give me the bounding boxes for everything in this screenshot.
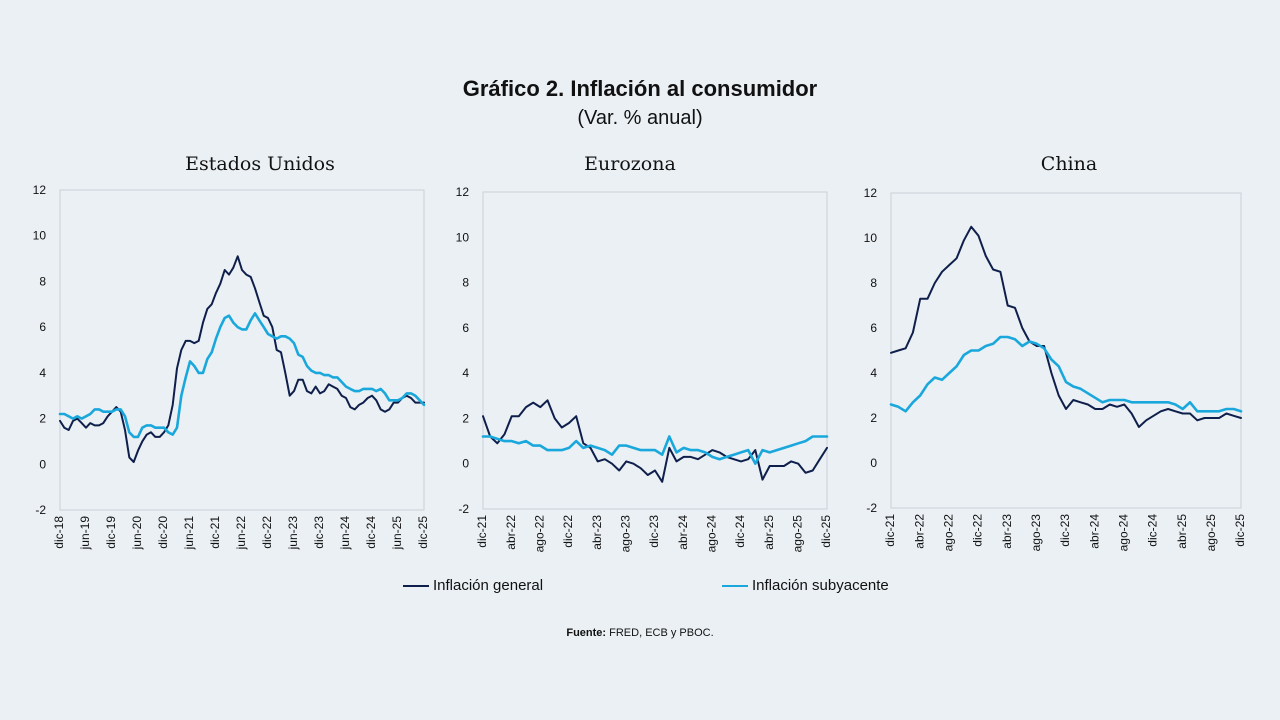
x-tick-label: dic-24 — [1146, 514, 1160, 547]
panel-title-eurozona: Eurozona — [584, 153, 676, 175]
y-tick-label: 8 — [870, 276, 877, 290]
series-line-general-china — [890, 225, 1242, 428]
y-tick-label: 0 — [39, 457, 46, 471]
y-tick-label: 6 — [870, 321, 877, 335]
x-tick-label: abr-23 — [1000, 514, 1014, 549]
panel-title-estados-unidos: Estados Unidos — [185, 153, 335, 175]
y-tick-label: -2 — [35, 503, 46, 517]
chart-title: Gráfico 2. Inflación al consumidor — [462, 76, 818, 101]
x-tick-label: ago-23 — [1029, 514, 1043, 552]
y-tick-label: -2 — [866, 501, 877, 515]
x-tick-label: jun-21 — [182, 516, 196, 551]
legend-label-core: Inflación subyacente — [752, 577, 889, 594]
x-tick-label: jun-19 — [78, 516, 92, 551]
x-tick-label: abr-24 — [676, 515, 690, 550]
x-tick-label: abr-22 — [504, 515, 518, 550]
y-tick-label: 4 — [870, 366, 877, 380]
x-tick-label: dic-25 — [1233, 514, 1247, 547]
plot-area-eurozona — [482, 191, 828, 510]
x-tick-label: jun-24 — [338, 516, 352, 551]
series-line-core-china — [889, 335, 1243, 413]
y-tick-label: 10 — [456, 230, 470, 244]
y-tick-label: 12 — [456, 185, 470, 199]
y-tick-label: 10 — [33, 229, 47, 243]
y-tick-label: 6 — [39, 320, 46, 334]
x-tick-label: abr-25 — [1175, 514, 1189, 549]
legend-swatch-core — [722, 584, 748, 587]
series-line-core-eurozona — [481, 435, 829, 466]
plot-area-china — [890, 192, 1242, 509]
legend-item-core: Inflación subyacente — [722, 577, 889, 594]
x-tick-label: dic-24 — [733, 515, 747, 548]
chart-subtitle: (Var. % anual) — [577, 107, 703, 129]
y-tick-label: 10 — [864, 231, 878, 245]
y-tick-label: 0 — [870, 456, 877, 470]
x-tick-label: ago-25 — [791, 515, 805, 553]
series-line-general-eurozona — [482, 399, 828, 483]
series-line-core-estados-unidos — [58, 312, 426, 439]
x-tick-label: dic-23 — [1058, 514, 1072, 547]
y-tick-label: 2 — [39, 412, 46, 426]
source-note: Fuente: FRED, ECB y PBOC. — [0, 627, 1280, 639]
y-tick-label: 2 — [462, 411, 469, 425]
x-tick-label: dic-23 — [312, 516, 326, 549]
x-tick-label: dic-25 — [416, 516, 430, 549]
y-tick-label: 12 — [864, 186, 878, 200]
x-tick-label: ago-25 — [1204, 514, 1218, 552]
x-tick-label: ago-24 — [705, 515, 719, 553]
x-tick-label: dic-21 — [475, 515, 489, 548]
y-tick-label: 4 — [39, 366, 46, 380]
x-tick-label: jun-20 — [130, 516, 144, 551]
x-tick-label: jun-23 — [286, 516, 300, 551]
plot-area-estados-unidos — [59, 189, 425, 511]
y-tick-label: 8 — [39, 274, 46, 288]
x-tick-label: abr-25 — [762, 515, 776, 550]
x-tick-label: ago-23 — [619, 515, 633, 553]
x-tick-label: dic-23 — [647, 515, 661, 548]
source-label: Fuente: — [566, 627, 607, 639]
x-tick-label: abr-22 — [912, 514, 926, 549]
legend: Inflación general Inflación subyacente — [0, 577, 1280, 599]
x-tick-label: jun-22 — [234, 516, 248, 551]
x-tick-label: dic-21 — [208, 516, 222, 549]
source-text: FRED, ECB y PBOC. — [606, 627, 714, 639]
x-tick-label: abr-23 — [590, 515, 604, 550]
x-tick-label: dic-20 — [156, 516, 170, 549]
y-tick-label: 12 — [33, 183, 47, 197]
y-tick-label: 6 — [462, 321, 469, 335]
x-tick-label: dic-22 — [561, 515, 575, 548]
x-tick-label: dic-22 — [260, 516, 274, 549]
y-tick-label: 2 — [870, 411, 877, 425]
legend-item-general: Inflación general — [403, 577, 543, 594]
y-tick-label: 8 — [462, 276, 469, 290]
legend-label-general: Inflación general — [433, 577, 544, 594]
y-tick-label: 4 — [462, 366, 469, 380]
y-tick-label: -2 — [458, 502, 469, 516]
y-tick-label: 0 — [462, 457, 469, 471]
x-tick-label: dic-18 — [52, 516, 66, 549]
x-tick-label: ago-22 — [533, 515, 547, 553]
x-tick-label: ago-22 — [942, 514, 956, 552]
legend-swatch-general — [403, 584, 429, 587]
x-tick-label: dic-21 — [883, 514, 897, 547]
x-tick-label: abr-24 — [1087, 514, 1101, 549]
x-tick-label: dic-25 — [819, 515, 833, 548]
x-tick-label: ago-24 — [1117, 514, 1131, 552]
series-line-general-estados-unidos — [59, 255, 425, 463]
x-tick-label: jun-25 — [390, 516, 404, 551]
panel-title-china: China — [1040, 153, 1098, 175]
x-tick-label: dic-22 — [971, 514, 985, 547]
x-tick-label: dic-19 — [104, 516, 118, 549]
x-tick-label: dic-24 — [364, 516, 378, 549]
